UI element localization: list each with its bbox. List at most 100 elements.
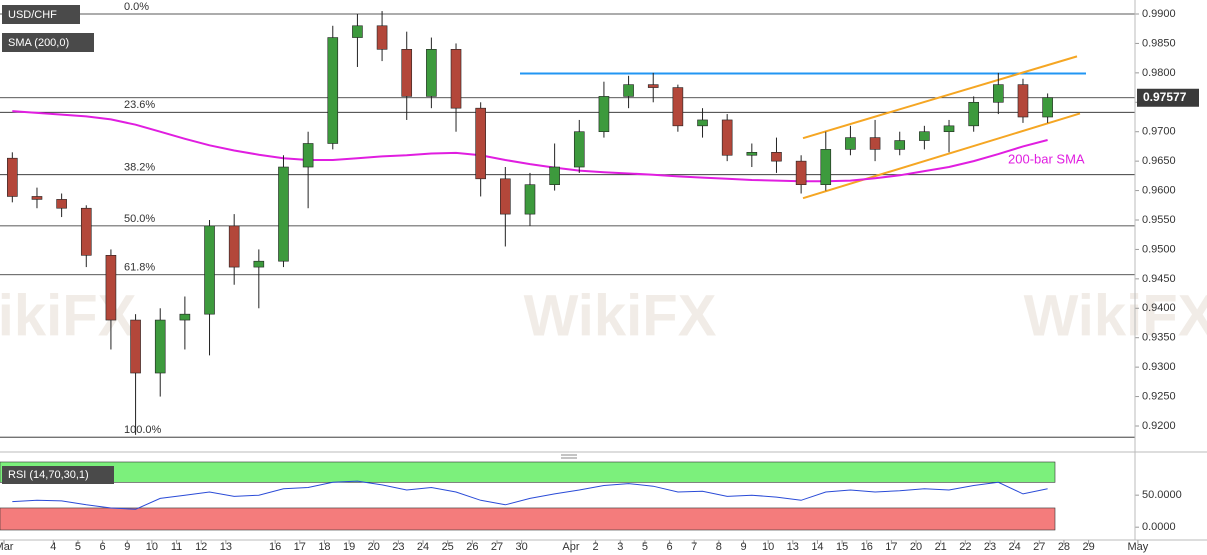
x-tick-label: 20 — [910, 541, 922, 553]
x-tick-label: 17 — [294, 541, 306, 553]
candle-body — [943, 125, 955, 133]
candle-body — [7, 157, 18, 197]
candle-body — [524, 184, 536, 215]
fib-label: 50.0% — [124, 213, 155, 225]
x-tick-label: 16 — [269, 541, 281, 553]
fib-label: 38.2% — [124, 162, 155, 174]
x-tick-label: 15 — [836, 541, 848, 553]
candle-body — [1042, 97, 1053, 118]
candle-body — [771, 152, 782, 162]
symbol-box — [2, 5, 80, 24]
x-tick-label: 23 — [984, 541, 996, 553]
y-tick-label: 0.9200 — [1142, 420, 1176, 432]
rsi-label: RSI (14,70,30,1) — [8, 469, 89, 481]
oversold-zone — [0, 507, 1056, 531]
x-tick-label: 8 — [716, 541, 722, 553]
candle-body — [647, 84, 659, 88]
x-tick-label: 17 — [885, 541, 897, 553]
y-tick-label: 0.9850 — [1142, 37, 1176, 49]
plot-layer: WikiFXWikiFXWikiFX0.99000.98500.98000.97… — [0, 1, 1207, 533]
fib-label: 23.6% — [124, 99, 155, 111]
watermark: WikiFX — [1024, 283, 1207, 348]
y-tick-label: 0.9400 — [1142, 302, 1176, 314]
candle-body — [352, 25, 363, 38]
x-tick-label: 30 — [516, 541, 528, 553]
fib-label: 100.0% — [124, 424, 162, 436]
x-tick-label: 6 — [666, 541, 672, 553]
x-tick-label: 16 — [861, 541, 873, 553]
candle-body — [820, 149, 832, 185]
candle-body — [204, 225, 215, 315]
y-tick-label: 0.9300 — [1142, 361, 1176, 373]
candle-body — [105, 255, 117, 321]
x-tick-label: 21 — [935, 541, 947, 553]
x-tick-label: 26 — [466, 541, 478, 553]
overbought-zone — [0, 461, 1056, 483]
x-tick-label: 28 — [1058, 541, 1070, 553]
y-tick-label: 0.9500 — [1142, 243, 1176, 255]
candle-body — [278, 166, 289, 262]
candle-body — [154, 319, 166, 374]
candle-body — [598, 96, 610, 133]
candle-body — [376, 25, 388, 50]
x-tick-label: Apr — [562, 541, 579, 553]
x-tick-label: 29 — [1082, 541, 1094, 553]
x-tick-label: 27 — [491, 541, 503, 553]
x-tick-label: 25 — [442, 541, 454, 553]
candle-body — [31, 196, 43, 200]
candle-body — [253, 260, 265, 268]
candle-body — [746, 152, 758, 156]
candle-body — [228, 225, 240, 268]
candle-body — [894, 140, 906, 150]
x-tick-label: 10 — [146, 541, 158, 553]
x-tick-label: 20 — [368, 541, 380, 553]
candle-body — [919, 131, 930, 141]
x-tick-label: 2 — [593, 541, 599, 553]
candle-body — [549, 166, 560, 185]
y-tick-label: 0.9650 — [1142, 155, 1176, 167]
x-tick-label: 24 — [1009, 541, 1021, 553]
candle-body — [1017, 84, 1029, 118]
x-tick-label: 7 — [691, 541, 697, 553]
x-tick-label: 13 — [220, 541, 232, 553]
symbol: USD/CHF — [8, 9, 57, 21]
x-tick-label: 18 — [318, 541, 330, 553]
last-price-label: 0.97577 — [1143, 90, 1187, 104]
candle-body — [672, 87, 684, 127]
rsi-line — [12, 480, 1048, 510]
x-tick-label: 5 — [75, 541, 81, 553]
x-tick-label: 23 — [392, 541, 404, 553]
rsi-y-tick-label: 0.0000 — [1142, 521, 1176, 533]
x-tick-label: 24 — [417, 541, 429, 553]
x-tick-label: 6 — [100, 541, 106, 553]
candle-body — [721, 119, 733, 156]
x-tick-label: 9 — [740, 541, 746, 553]
candle-body — [401, 49, 413, 97]
candle-body — [869, 137, 881, 150]
candle-body — [80, 207, 92, 256]
y-tick-label: 0.9800 — [1142, 67, 1176, 79]
candle-body — [56, 199, 67, 209]
x-tick-label: 14 — [811, 541, 823, 553]
watermark: WikiFX — [524, 283, 717, 348]
x-tick-label: 5 — [642, 541, 648, 553]
x-tick-label: 10 — [762, 541, 774, 553]
x-tick-label: 19 — [343, 541, 355, 553]
x-tick-label: 11 — [171, 541, 182, 553]
rsi-y-tick-label: 50.0000 — [1142, 489, 1182, 501]
sma-line — [12, 110, 1048, 183]
y-tick-label: 0.9350 — [1142, 332, 1176, 344]
candle-body — [623, 84, 634, 97]
sma-annotation: 200-bar SMA — [1008, 151, 1085, 166]
candle-body — [450, 49, 462, 109]
indicator-box — [2, 33, 94, 52]
channel-line — [802, 55, 1078, 140]
y-tick-label: 0.9600 — [1142, 184, 1176, 196]
candle-body — [845, 137, 856, 150]
candle-body — [327, 37, 339, 144]
x-tick-label: 3 — [617, 541, 623, 553]
candle-body — [426, 49, 437, 97]
y-tick-label: 0.9250 — [1142, 390, 1176, 402]
candle-body — [573, 131, 585, 168]
x-tick-label: 22 — [959, 541, 971, 553]
